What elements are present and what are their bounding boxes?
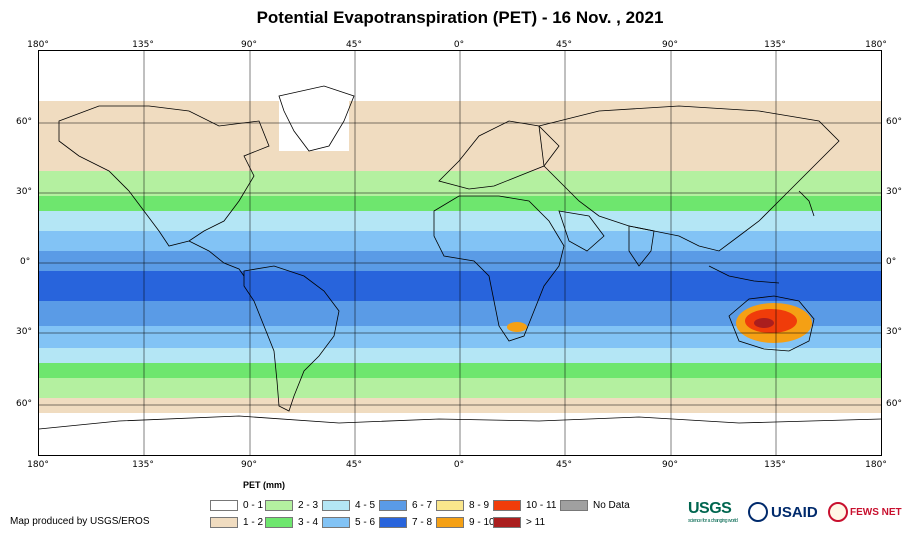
pet-map-canvas	[39, 51, 881, 455]
lat-label-left: 60°	[16, 399, 32, 409]
lon-label-top: 45°	[556, 40, 572, 50]
legend-swatch	[322, 499, 350, 511]
europe-outline	[438, 120, 560, 190]
usaid-logo-text: USAID	[771, 503, 818, 521]
lon-label-bottom: 45°	[556, 460, 572, 470]
legend-item: 0 - 1	[210, 499, 263, 511]
north-america-outline	[58, 105, 270, 247]
indonesia-outline	[708, 265, 780, 284]
usgs-logo: USGS science for a changing world	[688, 500, 738, 524]
asia-outline	[538, 105, 840, 252]
fews-seal-icon	[828, 502, 848, 522]
lon-label-bottom: 135°	[132, 460, 154, 470]
lat-label-left: 30°	[16, 327, 32, 337]
legend-swatch	[210, 516, 238, 528]
legend-swatch	[265, 516, 293, 528]
lon-label-bottom: 180°	[865, 460, 887, 470]
australia-extreme-pet	[754, 318, 774, 328]
legend-item: 9 - 10	[436, 516, 495, 528]
legend-swatch	[493, 516, 521, 528]
lat-label-left: 0°	[20, 257, 31, 267]
lon-label-top: 45°	[346, 40, 362, 50]
africa-high-pet	[507, 322, 527, 332]
pet-map	[38, 50, 882, 456]
lon-label-top: 180°	[865, 40, 887, 50]
legend-item: 7 - 8	[379, 516, 432, 528]
fews-logo-text: FEWS NET	[850, 506, 902, 518]
lat-label-right: 30°	[886, 187, 902, 197]
legend-item: 10 - 11	[493, 499, 556, 511]
legend-item: > 11	[493, 516, 545, 528]
legend-label: 6 - 7	[412, 499, 433, 511]
lon-label-bottom: 180°	[27, 460, 49, 470]
lat-label-left: 60°	[16, 117, 32, 127]
legend-item: No Data	[560, 499, 630, 511]
lon-label-top: 135°	[132, 40, 154, 50]
greenland-outline	[278, 85, 355, 152]
usgs-tagline: science for a changing world	[688, 518, 738, 524]
coastlines	[39, 85, 881, 430]
legend-swatch	[436, 499, 464, 511]
usaid-logo: USAID	[748, 500, 818, 524]
lat-label-right: 60°	[886, 399, 902, 409]
legend-label: 1 - 2	[243, 516, 264, 528]
legend-item: 1 - 2	[210, 516, 263, 528]
legend-label: 5 - 6	[355, 516, 376, 528]
legend-label: 2 - 3	[298, 499, 319, 511]
legend-label: 7 - 8	[412, 516, 433, 528]
australia-outline	[728, 295, 815, 352]
legend-swatch	[436, 516, 464, 528]
legend-swatch	[379, 499, 407, 511]
lon-label-top: 135°	[764, 40, 786, 50]
antarctica-outline	[39, 415, 881, 430]
legend-item: 4 - 5	[322, 499, 375, 511]
lon-label-bottom: 0°	[453, 460, 465, 470]
lon-label-top: 0°	[453, 40, 465, 50]
legend-label: > 11	[526, 516, 545, 528]
legend-label: No Data	[593, 499, 630, 511]
legend-item: 2 - 3	[265, 499, 318, 511]
legend-item: 5 - 6	[322, 516, 375, 528]
lat-label-right: 60°	[886, 117, 902, 127]
legend-swatch	[322, 516, 350, 528]
lat-label-right: 0°	[886, 257, 897, 267]
arabia-outline	[558, 210, 605, 252]
map-credit: Map produced by USGS/EROS	[10, 516, 150, 527]
greenland-low-pet	[279, 91, 349, 151]
lon-label-top: 180°	[27, 40, 49, 50]
south-america-outline	[243, 265, 340, 412]
legend-label: 9 - 10	[469, 516, 495, 528]
africa-outline	[433, 195, 565, 342]
legend-swatch	[265, 499, 293, 511]
lat-label-right: 30°	[886, 327, 902, 337]
map-title: Potential Evapotranspiration (PET) - 16 …	[256, 8, 664, 27]
legend-swatch	[493, 499, 521, 511]
legend-label: 3 - 4	[298, 516, 319, 528]
legend-item: 8 - 9	[436, 499, 489, 511]
usgs-logo-text: USGS	[688, 500, 732, 517]
lon-label-bottom: 45°	[346, 460, 362, 470]
graticule	[39, 51, 881, 455]
legend-swatch	[379, 516, 407, 528]
legend-item: 6 - 7	[379, 499, 432, 511]
legend-item: 3 - 4	[265, 516, 318, 528]
lon-label-top: 90°	[662, 40, 678, 50]
usaid-seal-icon	[748, 502, 768, 522]
legend-label: 10 - 11	[526, 499, 557, 511]
legend-label: 8 - 9	[469, 499, 490, 511]
india-outline	[628, 225, 655, 267]
lon-label-bottom: 90°	[662, 460, 678, 470]
legend-label: 0 - 1	[243, 499, 264, 511]
legend-swatch	[210, 499, 238, 511]
legend-swatch	[560, 499, 588, 511]
japan-outline	[798, 190, 815, 217]
lon-label-bottom: 90°	[241, 460, 257, 470]
lon-label-top: 90°	[241, 40, 257, 50]
lon-label-bottom: 135°	[764, 460, 786, 470]
lat-label-left: 30°	[16, 187, 32, 197]
legend-title: PET (mm)	[243, 480, 286, 490]
fews-net-logo: FEWS NET	[828, 500, 902, 524]
legend-label: 4 - 5	[355, 499, 376, 511]
